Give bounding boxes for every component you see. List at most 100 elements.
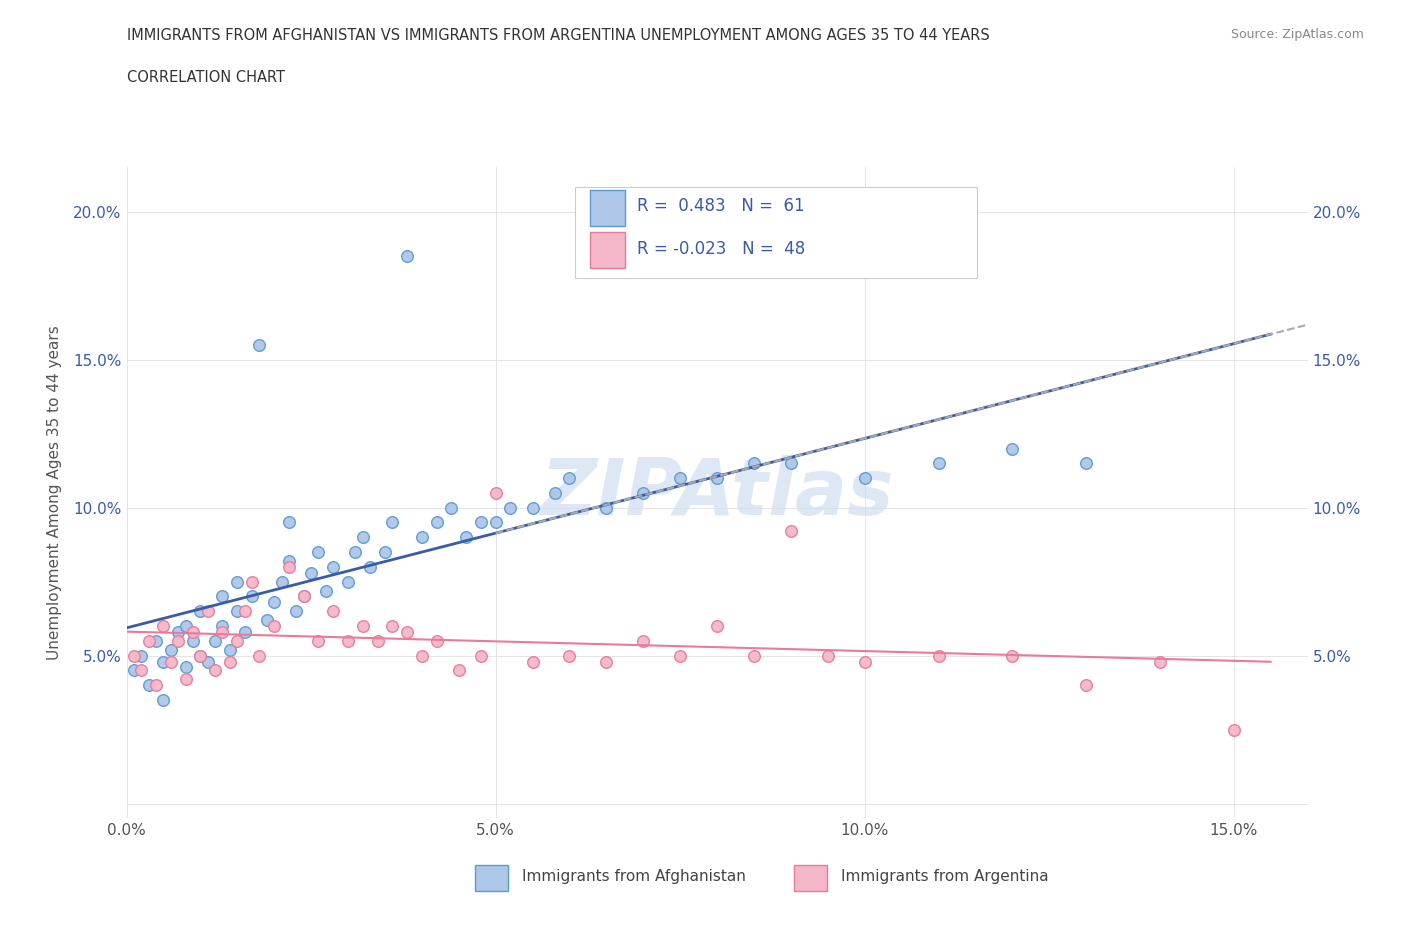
Point	[499, 500, 522, 515]
Text: CORRELATION CHART: CORRELATION CHART	[127, 70, 284, 85]
Point	[669, 471, 692, 485]
Bar	[475, 865, 508, 891]
Point	[233, 604, 256, 618]
Point	[779, 456, 801, 471]
Point	[1223, 723, 1246, 737]
Point	[337, 633, 360, 648]
Bar	[589, 191, 624, 226]
Point	[138, 633, 160, 648]
Text: Immigrants from Argentina: Immigrants from Argentina	[841, 870, 1049, 884]
Text: Source: ZipAtlas.com: Source: ZipAtlas.com	[1230, 28, 1364, 41]
Point	[204, 663, 226, 678]
Point	[595, 500, 617, 515]
Point	[292, 589, 315, 604]
Point	[249, 648, 271, 663]
Point	[160, 643, 183, 658]
Point	[174, 671, 197, 686]
Point	[167, 625, 190, 640]
Point	[219, 643, 242, 658]
Point	[411, 530, 433, 545]
Point	[322, 604, 344, 618]
Point	[633, 485, 655, 500]
Point	[122, 648, 145, 663]
Point	[1149, 654, 1171, 669]
Point	[145, 678, 167, 693]
Point	[174, 618, 197, 633]
Point	[174, 660, 197, 675]
Point	[315, 583, 337, 598]
Point	[928, 456, 950, 471]
Point	[211, 618, 233, 633]
Point	[307, 545, 329, 560]
Point	[122, 663, 145, 678]
Point	[669, 648, 692, 663]
Point	[270, 574, 292, 589]
Point	[233, 625, 256, 640]
Point	[633, 633, 655, 648]
Point	[240, 589, 263, 604]
Point	[299, 565, 322, 580]
Point	[706, 618, 728, 633]
Point	[426, 515, 449, 530]
Point	[779, 524, 801, 538]
Point	[1076, 678, 1098, 693]
Point	[470, 648, 492, 663]
Point	[152, 693, 174, 708]
Point	[742, 456, 765, 471]
Point	[522, 500, 544, 515]
Point	[307, 633, 329, 648]
Point	[249, 338, 271, 352]
Point	[226, 633, 249, 648]
Text: Immigrants from Afghanistan: Immigrants from Afghanistan	[522, 870, 747, 884]
Point	[853, 471, 876, 485]
Point	[381, 515, 404, 530]
Point	[181, 633, 204, 648]
Point	[543, 485, 565, 500]
Point	[595, 654, 617, 669]
Point	[204, 633, 226, 648]
Point	[426, 633, 449, 648]
Point	[344, 545, 367, 560]
Point	[928, 648, 950, 663]
Point	[440, 500, 463, 515]
Point	[129, 663, 153, 678]
Point	[484, 485, 508, 500]
Point	[240, 574, 263, 589]
Point	[181, 625, 204, 640]
Point	[352, 618, 374, 633]
Point	[219, 654, 242, 669]
Point	[278, 553, 301, 568]
Point	[470, 515, 492, 530]
Text: ZIPAtlas: ZIPAtlas	[540, 455, 894, 531]
Point	[160, 654, 183, 669]
Point	[396, 248, 419, 263]
Point	[853, 654, 876, 669]
Point	[484, 515, 508, 530]
Point	[263, 595, 285, 610]
Point	[1001, 441, 1024, 456]
Point	[1001, 648, 1024, 663]
Point	[558, 648, 581, 663]
Point	[522, 654, 544, 669]
Point	[226, 604, 249, 618]
Bar	[589, 232, 624, 269]
Point	[167, 633, 190, 648]
Point	[138, 678, 160, 693]
Point	[447, 663, 470, 678]
Point	[211, 625, 233, 640]
Point	[278, 560, 301, 575]
Point	[367, 633, 389, 648]
Point	[1076, 456, 1098, 471]
Point	[337, 574, 360, 589]
Y-axis label: Unemployment Among Ages 35 to 44 years: Unemployment Among Ages 35 to 44 years	[48, 326, 62, 660]
Point	[558, 471, 581, 485]
Point	[352, 530, 374, 545]
Text: R =  0.483   N =  61: R = 0.483 N = 61	[637, 197, 804, 216]
Bar	[794, 865, 827, 891]
Point	[396, 625, 419, 640]
Point	[129, 648, 153, 663]
Point	[706, 471, 728, 485]
Text: IMMIGRANTS FROM AFGHANISTAN VS IMMIGRANTS FROM ARGENTINA UNEMPLOYMENT AMONG AGES: IMMIGRANTS FROM AFGHANISTAN VS IMMIGRANT…	[127, 28, 990, 43]
Point	[188, 604, 212, 618]
Point	[322, 560, 344, 575]
